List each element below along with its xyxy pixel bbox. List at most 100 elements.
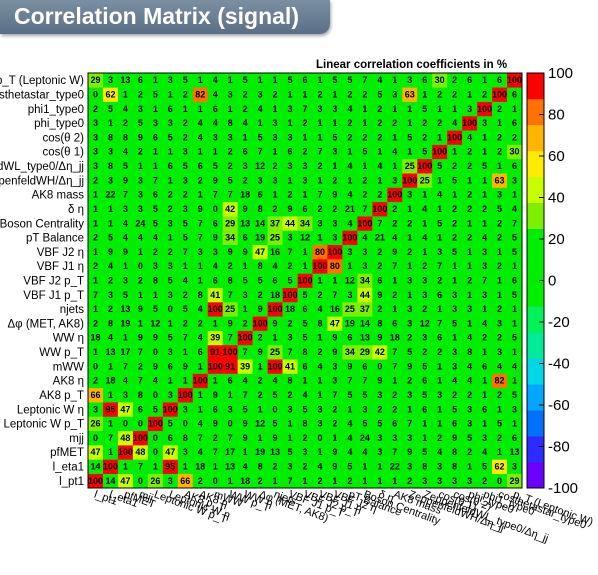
y-label-var-9: WW p_T	[39, 347, 84, 359]
cell-value-label: 1	[93, 247, 98, 257]
cell-value-label: 17	[225, 447, 235, 457]
heatmap-cell	[252, 459, 268, 474]
cell-value-label: 2	[168, 204, 173, 214]
cell-value-label: 3	[467, 476, 472, 486]
cell-value-label: 4	[422, 233, 427, 243]
cell-value-label: 3	[392, 433, 397, 443]
heatmap-cell	[312, 287, 328, 303]
cell-value-label: 2	[93, 318, 98, 328]
palette-tick-label: 100	[548, 65, 573, 82]
cell-value-label: 8	[377, 318, 382, 328]
cell-value-label: 9	[347, 361, 352, 371]
cell-value-label: 17	[120, 347, 130, 357]
heatmap-cell	[88, 402, 104, 417]
cell-value-label: 1	[482, 175, 487, 185]
heatmap-cell	[237, 201, 253, 217]
heatmap-cell	[237, 244, 253, 260]
cell-value-label: 4	[123, 104, 128, 114]
cell-value-label: 2	[273, 204, 278, 214]
heatmap-cell	[327, 259, 343, 274]
cell-value-label: 1	[437, 204, 442, 214]
heatmap-cell	[117, 301, 134, 317]
cell-value-label: 13	[120, 75, 130, 85]
cell-value-label: 5	[138, 118, 143, 128]
heatmap-cell	[372, 359, 388, 374]
heatmap-cell	[402, 73, 418, 88]
cell-value-label: 3	[452, 476, 457, 486]
cell-value-label: 1	[377, 175, 382, 185]
heatmap-cell	[297, 359, 313, 374]
cell-value-label: 4	[392, 147, 397, 157]
heatmap-cell	[192, 173, 209, 188]
heatmap-cell	[177, 273, 194, 288]
heatmap-cell	[312, 115, 328, 131]
heatmap-cell	[192, 87, 209, 102]
heatmap-cell	[267, 459, 283, 474]
heatmap-cell	[447, 473, 463, 489]
cell-value-label: 5	[288, 447, 293, 457]
heatmap-cell	[492, 201, 508, 217]
cell-value-label: 1	[437, 404, 442, 414]
heatmap-cell	[492, 273, 508, 288]
cell-value-label: 1	[153, 75, 158, 85]
cell-value-label: 14	[90, 462, 100, 472]
heatmap-cell	[372, 445, 388, 460]
heatmap-cell	[207, 144, 223, 160]
cell-value-label: 1	[317, 333, 322, 343]
cell-value-label: 2	[198, 175, 203, 185]
heatmap-cell	[357, 287, 373, 303]
cell-value-label: 1	[213, 376, 218, 386]
heatmap-cell	[102, 316, 119, 331]
cell-value-label: 3	[407, 190, 412, 200]
cell-value-label: 3	[347, 290, 352, 300]
cell-value-label: 5	[437, 218, 442, 228]
heatmap-cell	[447, 373, 463, 389]
cell-value-label: 6	[168, 361, 173, 371]
cell-value-label: 5	[153, 218, 158, 228]
cell-value-label: 6	[302, 304, 307, 314]
heatmap-cell	[147, 473, 164, 489]
heatmap-cell	[192, 144, 209, 160]
cell-value-label: 7	[482, 276, 487, 286]
heatmap-cell	[357, 373, 373, 389]
heatmap-cell	[132, 158, 149, 174]
heatmap-cell	[162, 273, 179, 288]
heatmap-cell	[207, 87, 223, 102]
heatmap-cell	[342, 416, 358, 432]
heatmap-cell	[132, 101, 149, 117]
heatmap-cell	[177, 330, 194, 346]
cell-value-label: 1	[228, 104, 233, 114]
heatmap-cell	[117, 201, 134, 217]
cell-value-label: 1	[138, 318, 143, 328]
heatmap-cell	[372, 101, 388, 117]
cell-value-label: 7	[347, 376, 352, 386]
heatmap-cell	[162, 115, 179, 131]
cell-value-label: 6	[198, 347, 203, 357]
heatmap-cell	[477, 216, 493, 231]
heatmap-cell	[357, 101, 373, 117]
cell-value-label: 1	[362, 118, 367, 128]
heatmap-cell	[282, 216, 298, 231]
heatmap-cell	[267, 158, 283, 174]
cell-value-label: 5	[302, 404, 307, 414]
cell-value-label: 3	[422, 290, 427, 300]
cell-value-label: 1	[213, 147, 218, 157]
heatmap-cell	[432, 173, 448, 188]
heatmap-cell	[432, 244, 448, 260]
cell-value-label: 4	[183, 276, 188, 286]
cell-value-label: 91	[225, 361, 235, 371]
cell-value-label: 0	[153, 347, 158, 357]
heatmap-cell	[477, 115, 493, 131]
cell-value-label: 25	[345, 304, 355, 314]
cell-value-label: 5	[407, 347, 412, 357]
cell-value-label: 7	[198, 218, 203, 228]
cell-value-label: 6	[198, 161, 203, 171]
heatmap-cell	[117, 101, 134, 117]
heatmap-cell	[342, 259, 358, 274]
cell-value-label: 2	[108, 276, 113, 286]
cell-value-label: 3	[407, 276, 412, 286]
cell-value-label: 42	[375, 347, 385, 357]
y-label-var-25: phi_type0	[34, 118, 84, 130]
heatmap-cell	[492, 101, 508, 117]
cell-value-label: 0	[93, 89, 98, 99]
